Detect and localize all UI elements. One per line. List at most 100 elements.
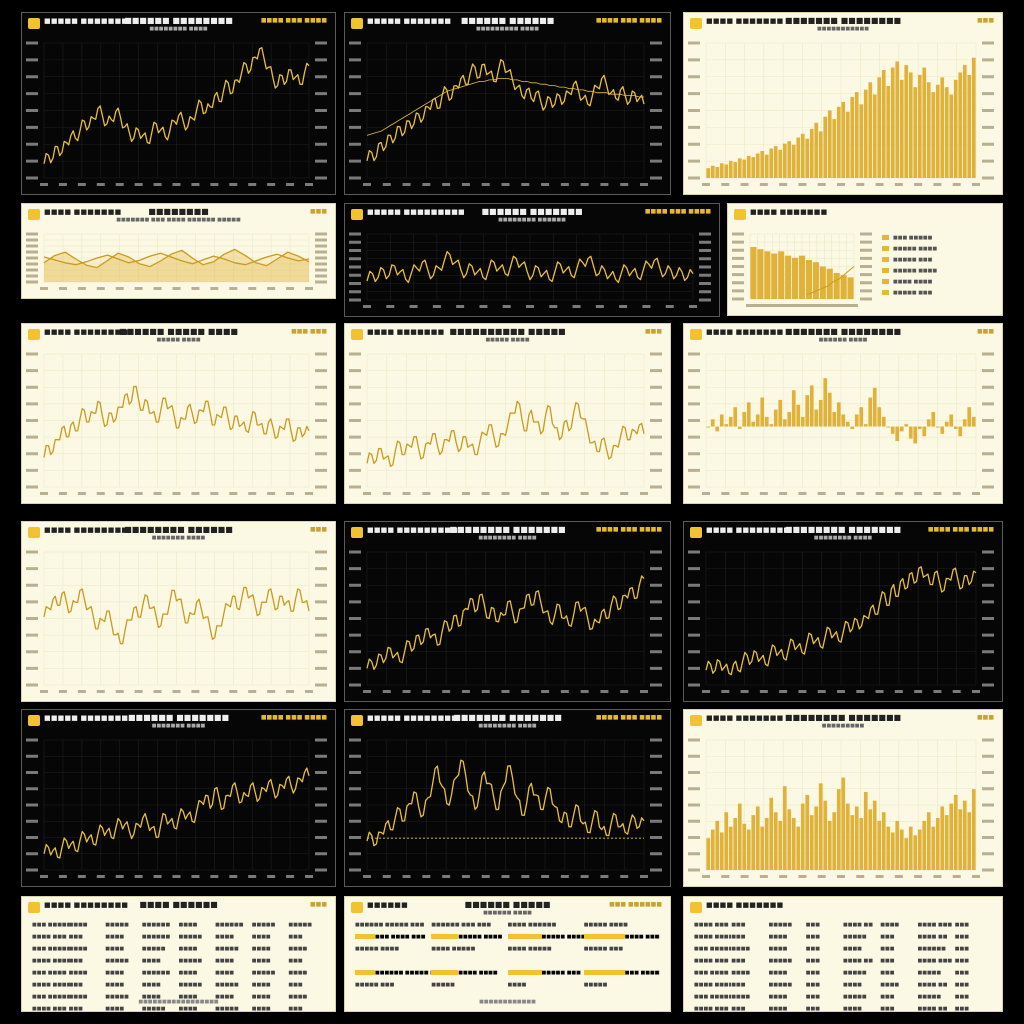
table-cell: ■■■■ [68,922,88,928]
y-tick-label [26,771,38,774]
bar [881,416,886,427]
table-row[interactable]: ■■■ ■■■■ ■■■■ ■■■■ ■■■ ■■■■■ ■■■ ■■■■■ ■■■ [684,967,1002,979]
table-row[interactable]: ■■■ ■■■■ ■■■ ■■■■■ ■■■■ ■■■■■ ■■■■ ■■■■ ■■■… [345,931,670,943]
x-tick-label [760,304,769,307]
y-tick-label [26,268,38,272]
timeframe-tabs[interactable]: ■■■■ ■■■ ■■■■ [260,714,327,721]
table-cell: ■■■■ ■■■■■ [507,946,552,952]
table-row[interactable]: ■■■■ ■■■ ■■■ ■■■■ ■■■ ■■■■ ■■■ ■■■■ ■■ ■■■ [684,1003,1002,1011]
data-table: ■■■■ ■■■ ■■■ ■■■■■ ■■■ ■■■■ ■■ ■■■■ ■■■■ ■■■ ■■… [684,919,1002,1011]
y-tick-label [349,738,361,742]
x-tick-label [386,305,395,308]
table-row[interactable]: ■■■■ ■■■■■■■■■■■■■■■■■■■■■■■■■■■■■■■■ [22,979,335,991]
timeframe-tabs[interactable]: ■■■ ■■■■■■ [609,901,662,908]
x-tick-label [267,690,276,693]
bar [904,424,909,427]
table-row[interactable]: ■■■■ ■■■■ ■■■ ■■■■ ■■■ ■■■■■ ■■■ ■■■■ ■■ ■■■ [684,931,1002,943]
timeframe-tabs[interactable]: ■■■■ ■■■ ■■■■ [595,17,662,24]
table-row[interactable]: ■■■■■ ■■■ ■■■■■ ■■■■ ■■■■■ [345,979,670,991]
timeframe-tabs[interactable]: ■■■ [644,328,662,335]
table-row[interactable]: ■■■ ■■■■■■■■■■■■■■■■■■■■■■■■■■■■■■■■■■■ [22,967,335,979]
table-row[interactable]: ■■■■ ■■■ ■■■ ■■■■■ ■■■ ■■■■ ■■ ■■■ ■■■■ ■■■ ■■■ [684,955,1002,967]
x-tick-label [422,690,431,693]
bar [769,424,774,427]
timeframe-tabs[interactable]: ■■■■ ■■■ ■■■■ [644,208,711,215]
table-row[interactable]: ■■■■ ■■■ ■■■ ■■■■ ■■■■■ ■■■■ ■■■■■ ■■■■ ■■■ [22,1003,335,1011]
table-row[interactable]: ■■■■ ■■■■■■■■■■■■■■■■■■■■■■■■■■■■■■■■ [22,955,335,967]
timeframe-tabs[interactable]: ■■■ [976,328,994,335]
y-tick-label [315,109,327,112]
bar [796,826,801,870]
timeframe-tabs[interactable]: ■■■ [309,901,327,908]
y-tick-label [349,683,361,687]
bar [967,74,972,178]
table-row[interactable]: ■■■ ■■■■■ ■■■■ ■■■■■ ■■■■ ■■■■ ■■■■ ■■■■ ■■■■ [22,991,335,1003]
bar [886,426,891,428]
y-tick-label [688,369,700,373]
y-tick-label [688,452,700,456]
bar [917,74,922,178]
x-tick-label [620,690,629,693]
table-row[interactable]: ■■■ ■■■■■■■■■■■■■■■■■■■■■■■■■■■■■■■■ [684,991,1002,1003]
table-cell: ■■■■ [215,994,235,1000]
timeframe-tabs[interactable]: ■■■■ ■■■ ■■■■ [595,714,662,721]
legend-swatch-icon [882,290,889,295]
table-row[interactable]: ■■■■■■ ■■■■■ ■■■ ■■■■■■ ■■■ ■■■ ■■■■ ■■■■■… [345,919,670,931]
bar [868,82,873,178]
y-tick-label [26,617,38,620]
bar [706,426,711,428]
table-cell: ■■■■ [880,982,900,988]
table-row[interactable]: ■■■■■ ■■■■ ■■■■ ■■■■■ ■■■■ ■■■■■ ■■■■■ ■■■ [345,943,670,955]
y-tick-label [315,738,327,742]
x-tick-label [58,492,67,495]
bar [724,812,729,870]
timeframe-tabs[interactable]: ■■■■ ■■■ ■■■■ [260,17,327,24]
y-tick-label [349,402,361,406]
bar [809,128,814,178]
timeframe-tabs[interactable]: ■■■ [309,208,327,215]
y-tick-label [315,868,327,872]
bar [895,61,900,179]
y-tick-label [26,452,38,456]
bar [706,838,711,870]
timeframe-tabs[interactable]: ■■■ ■■■ [291,328,327,335]
series-line [366,78,644,136]
timeframe-tabs[interactable]: ■■■■ ■■■ ■■■■ [595,526,662,533]
y-tick-label [315,232,327,236]
table-cell: ■■■■■ ■■■ [355,982,395,988]
chart-title: ■■■■■■■■■■ ■■■■■ [449,327,566,336]
table-cell: ■■■ [954,982,969,988]
y-tick-label [688,75,700,79]
x-tick-label [134,875,143,878]
table-row[interactable]: ■■■■ ■■■ ■■■ ■■■■■ ■■■ ■■■■ ■■ ■■■■ ■■■■ ■■■ ■■… [684,919,1002,931]
table-row[interactable]: ■■■ ■■■■■ ■■■■ ■■■■■ ■■■■■■ ■■■■ ■■■■■■ ■■■■■ ■… [22,919,335,931]
timeframe-tabs[interactable]: ■■■ [976,17,994,24]
bar [953,794,958,870]
y-tick-label [349,419,361,422]
table-cell: ■■■■■ ■■■■ [355,946,400,952]
x-tick-label [972,690,980,693]
table-row[interactable]: ■■■ ■■■■■■■■■■■■■■■■■■■■■■■■■■■■■■■■■■■ [22,943,335,955]
table-row[interactable]: ■■■■ ■■■■■■■■■■■■■■■■■■■■■■■■■■■■■■■■ [22,931,335,943]
y-tick-label [699,232,711,236]
table-row[interactable]: ■■■■■■ ■■■■■ ■■■■■■■ ■■■■■■■■■ ■■■■■■ ■■… [345,967,670,979]
y-tick-label [650,819,662,823]
table-row[interactable]: ■■■ ■■■■■■■■■■■■■■■■■■■■■■■■■■■■■■■■ [684,943,1002,955]
table-cell: ■■■■■■ [215,922,244,928]
timeframe-tabs[interactable]: ■■■ [309,526,327,533]
bar [773,812,778,870]
x-tick-label [96,875,105,878]
bar [832,412,837,427]
axis-ticks [349,550,662,693]
timeframe-tabs[interactable]: ■■■ [976,714,994,721]
bars [706,378,976,444]
y-tick-label [315,92,327,96]
table-row[interactable] [345,955,670,967]
table-cell: ■■■■■ [843,970,867,976]
table-row[interactable]: ■■■■ ■■■■ ■■■ ■■■■■ ■■■ ■■■■ ■■■■ ■■■■ ■■ ■■■ [684,979,1002,991]
timeframe-tabs[interactable]: ■■■■ ■■■ ■■■■ [927,526,994,533]
panel-brand: ■■■■ ■■■■■■■■ [706,526,791,534]
chart-panel-10: ■■■■ ■■■■■■■■ ■■■■■■■■ ■■■■■■ ■■■■■■■ ■■■■… [21,521,336,702]
legend: ■■■ ■■■■■ ■■■■■ ■■■■ ■■■■■ ■■■ ■■■■■ ■■■■ ■■… [882,232,992,298]
axis-ticks [26,232,327,290]
